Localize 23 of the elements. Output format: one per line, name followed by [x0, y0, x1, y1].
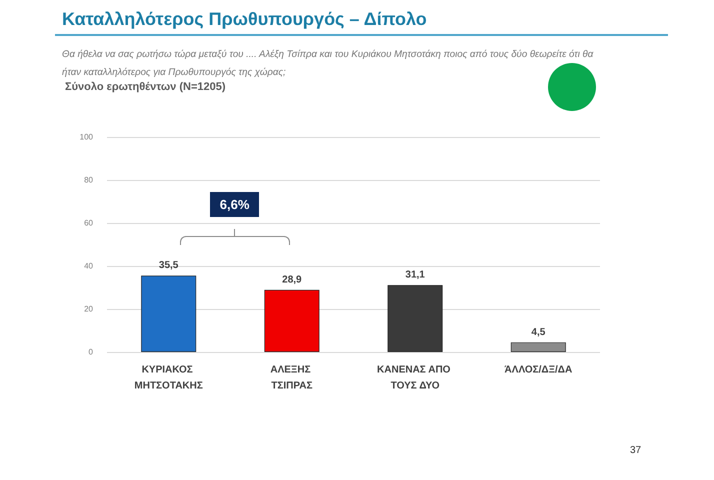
- y-tick-label: 20: [84, 304, 94, 314]
- annotation: 6,6%: [210, 192, 260, 217]
- data-label: 31,1: [405, 270, 426, 281]
- data-label: 28,9: [282, 274, 302, 286]
- bar: [510, 342, 566, 352]
- bar: [141, 276, 196, 352]
- y-tick-label: 0: [88, 348, 94, 356]
- data-label: 35,5: [158, 260, 179, 272]
- bar: [264, 290, 320, 352]
- y-tick-label: 40: [84, 262, 94, 270]
- chart-subtitle: Θα ήθελα να σας ρωτήσω τώρα μεταξύ του .... Αλέξη Τσίπρα και του Κυριάκου Μητσοτάκη ποιος από τους δύο θεωρείτε ότι θα ήταν καταλληλότερος για Πρωθυπουργός της χώρας;: [62, 48, 594, 80]
- data-label: 4,5: [531, 326, 546, 338]
- x-tick-label: ΚΑΝΕΝΑΣ ΑΠΟ ΤΟΥΣ ΔΥΟ: [377, 364, 454, 392]
- text: 37: [630, 445, 642, 456]
- bar: [388, 285, 443, 352]
- chart-title: Καταλληλότερος Πρωθυπουργός – Δίπολο: [62, 9, 427, 30]
- y-tick-label: 60: [84, 218, 94, 228]
- x-tick-label: ΚΥΡΙΑΚΟΣ ΜΗΤΣΟΤΑΚΗΣ: [134, 364, 203, 392]
- x-tick-label: ΑΛΕΞΗΣ ΤΣΙΠΡΑΣ: [270, 364, 314, 392]
- y-tick-label: 100: [80, 132, 94, 142]
- text: Σύνολο ερωτηθέντων (N=1205): [65, 81, 226, 93]
- y-tick-label: 80: [84, 176, 94, 184]
- x-tick-label: ΆΛΛΟΣ/ΔΞ/ΔΑ: [504, 364, 572, 376]
